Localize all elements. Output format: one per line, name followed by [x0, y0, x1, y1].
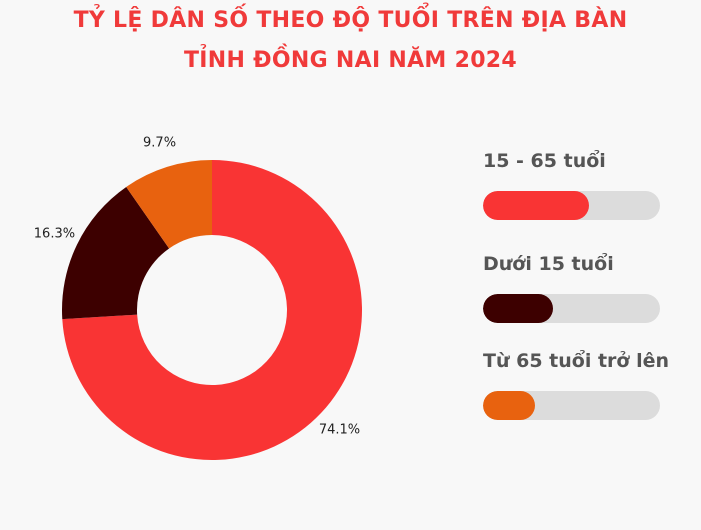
- donut-chart: 74.1% 16.3% 9.7%: [34, 136, 362, 461]
- legend-bar: [483, 391, 660, 420]
- donut-slice: [62, 160, 362, 461]
- legend-swatch: [483, 391, 535, 420]
- data-label: 74.1%: [319, 422, 360, 437]
- legend-bar: [483, 191, 660, 220]
- data-label: 16.3%: [34, 226, 75, 241]
- legend-swatch: [483, 294, 553, 323]
- legend-label: 15 - 65 tuổi: [483, 150, 606, 172]
- chart-title: TỈNH ĐỒNG NAI NĂM 2024: [183, 48, 518, 73]
- legend-swatch: [483, 191, 589, 220]
- donut-slice: [126, 160, 212, 249]
- legend-bar: [483, 294, 660, 323]
- donut-slice: [62, 186, 170, 320]
- data-label: 9.7%: [143, 136, 176, 151]
- legend-label: Dưới 15 tuổi: [483, 253, 614, 275]
- chart-title: TỶ LỆ DÂN SỐ THEO ĐỘ TUỔI TRÊN ĐỊA BÀN: [73, 8, 628, 33]
- legend-label: Từ 65 tuổi trở lên: [483, 350, 669, 372]
